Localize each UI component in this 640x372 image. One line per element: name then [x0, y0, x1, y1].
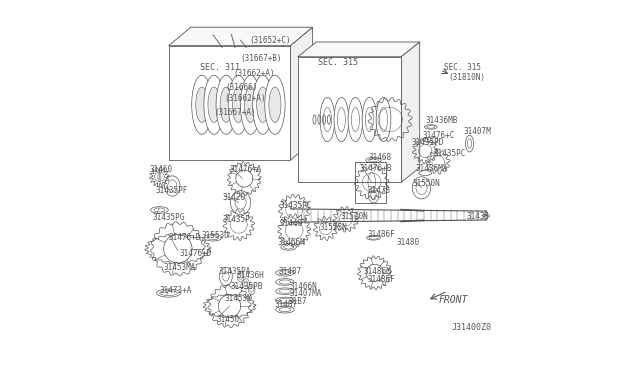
Text: 31435PA: 31435PA [218, 267, 251, 276]
Polygon shape [291, 27, 312, 160]
Polygon shape [168, 46, 291, 160]
Text: 31550N: 31550N [412, 179, 440, 187]
Polygon shape [401, 42, 420, 182]
Ellipse shape [216, 75, 236, 134]
Polygon shape [168, 27, 312, 46]
Text: 31466M: 31466M [278, 238, 305, 247]
Text: 31435PG: 31435PG [152, 213, 184, 222]
Text: 31435PC: 31435PC [434, 149, 466, 158]
Text: 31486F: 31486F [367, 275, 395, 283]
Text: 31480: 31480 [397, 238, 420, 247]
Text: 31476+C: 31476+C [422, 131, 455, 140]
Text: 31435PB: 31435PB [230, 282, 263, 291]
Ellipse shape [320, 97, 335, 142]
Polygon shape [298, 57, 401, 182]
Ellipse shape [204, 75, 224, 134]
Text: 31487: 31487 [275, 300, 298, 310]
Text: 31520N: 31520N [340, 212, 368, 221]
Text: 31436MA: 31436MA [415, 164, 447, 173]
Ellipse shape [362, 97, 377, 142]
Text: 31486M: 31486M [364, 267, 391, 276]
Text: 31436H: 31436H [237, 271, 265, 280]
Text: (31652+C): (31652+C) [250, 36, 291, 45]
Ellipse shape [241, 75, 260, 134]
Ellipse shape [244, 87, 257, 122]
Text: 31553U: 31553U [202, 231, 230, 240]
Text: 31420: 31420 [222, 193, 245, 202]
Text: 31435PC: 31435PC [280, 201, 312, 210]
Ellipse shape [232, 87, 244, 122]
Ellipse shape [269, 87, 281, 122]
Ellipse shape [220, 87, 232, 122]
Text: 31440: 31440 [280, 219, 303, 228]
Text: (31662+A): (31662+A) [224, 94, 266, 103]
Text: 31486F: 31486F [368, 230, 396, 239]
Ellipse shape [257, 87, 269, 122]
Text: 31466N: 31466N [290, 282, 317, 291]
Polygon shape [298, 42, 420, 57]
Text: 31436MB: 31436MB [425, 116, 458, 125]
Bar [355, 162, 387, 203]
Text: (31810N): (31810N) [449, 73, 486, 81]
Text: 31473+A: 31473+A [159, 286, 192, 295]
Text: 31525N: 31525N [319, 223, 347, 232]
Text: 31435: 31435 [467, 212, 490, 221]
Text: 31453M: 31453M [224, 294, 252, 303]
Text: 31468: 31468 [369, 153, 392, 162]
Ellipse shape [208, 87, 220, 122]
Text: (31666): (31666) [226, 83, 258, 92]
Text: 31476+D: 31476+D [180, 249, 212, 258]
Text: J31400Z0: J31400Z0 [451, 323, 491, 331]
Text: 31435PD: 31435PD [412, 138, 444, 147]
Text: 31476+B: 31476+B [360, 164, 392, 173]
Ellipse shape [196, 87, 208, 122]
Text: 31453MA: 31453MA [163, 263, 195, 272]
Text: 31407M: 31407M [463, 127, 491, 136]
Text: (31662+A): (31662+A) [233, 69, 275, 78]
Ellipse shape [376, 97, 391, 142]
Text: 31476+A: 31476+A [230, 165, 262, 174]
Ellipse shape [334, 97, 349, 142]
Text: SEC. 311: SEC. 311 [200, 63, 240, 72]
Ellipse shape [228, 75, 248, 134]
Text: 31473: 31473 [367, 186, 390, 195]
Ellipse shape [253, 75, 273, 134]
Text: SEC. 315: SEC. 315 [318, 58, 358, 67]
Text: FRONT: FRONT [438, 295, 468, 305]
Text: 31407MA: 31407MA [290, 289, 322, 298]
Text: 31460: 31460 [149, 165, 173, 174]
Text: 31435PF: 31435PF [156, 186, 188, 195]
Text: 31450: 31450 [216, 315, 240, 324]
Text: 31487: 31487 [278, 267, 302, 276]
Ellipse shape [192, 75, 212, 134]
Text: 31435P: 31435P [222, 215, 250, 224]
Ellipse shape [265, 75, 285, 134]
Text: (31667+B): (31667+B) [241, 54, 282, 63]
Ellipse shape [348, 97, 363, 142]
Text: 31476+D: 31476+D [168, 233, 201, 242]
Text: 31B7: 31B7 [289, 297, 307, 306]
Text: (31667+A): (31667+A) [215, 108, 257, 117]
Text: SEC. 315: SEC. 315 [444, 63, 481, 72]
